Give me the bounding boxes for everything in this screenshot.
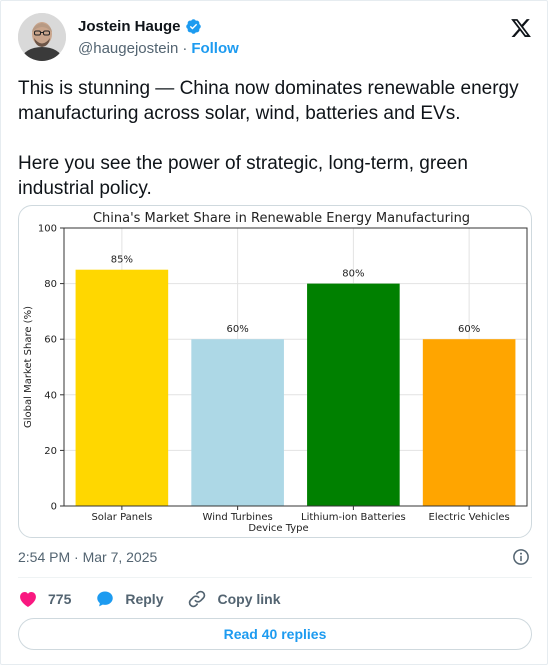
bar <box>422 339 516 506</box>
author-name[interactable]: Jostein Hauge <box>78 18 181 35</box>
bar <box>191 339 284 506</box>
reply-label: Reply <box>125 591 164 607</box>
x-tick-label: Electric Vehicles <box>429 512 510 523</box>
reply-button[interactable]: Reply <box>95 589 163 609</box>
copy-link-button[interactable]: Copy link <box>187 589 281 609</box>
plot-frame <box>63 227 528 507</box>
x-tick-label: Solar Panels <box>91 512 152 523</box>
bar-chart: China's Market Share in Renewable Energy… <box>23 211 528 534</box>
chart-image[interactable]: China's Market Share in Renewable Energy… <box>18 205 532 538</box>
link-icon <box>189 590 206 608</box>
divider <box>18 577 532 578</box>
data-label: 60% <box>458 324 480 335</box>
heart-icon <box>20 592 36 607</box>
chart-title: China's Market Share in Renewable Energy… <box>93 211 470 226</box>
action-bar: 775 Reply Copy link <box>18 587 305 611</box>
y-tick-label: 20 <box>44 446 57 457</box>
reply-bubble-icon <box>97 591 114 607</box>
separator-dot: · <box>182 40 188 57</box>
handle-row: @haugejostein · Follow <box>78 40 239 57</box>
y-tick-label: 100 <box>38 224 57 235</box>
data-label: 60% <box>227 324 249 335</box>
tweet-timestamp[interactable]: 2:54 PM · Mar 7, 2025 <box>18 549 158 565</box>
y-axis-label: Global Market Share (%) <box>23 306 34 428</box>
y-tick-label: 80 <box>44 279 57 290</box>
avatar[interactable] <box>18 13 66 61</box>
name-row: Jostein Hauge <box>78 18 202 35</box>
x-logo-icon[interactable] <box>510 17 532 39</box>
x-axis-label: Device Type <box>248 523 308 534</box>
like-button[interactable]: 775 <box>18 589 71 609</box>
y-tick-label: 60 <box>44 335 57 346</box>
copy-link-label: Copy link <box>217 591 281 607</box>
data-label: 80% <box>342 269 364 280</box>
info-icon[interactable] <box>512 548 530 566</box>
tweet-text: This is stunning — China now dominates r… <box>18 76 534 201</box>
like-count: 775 <box>48 591 72 607</box>
bar <box>307 283 400 506</box>
follow-button[interactable]: Follow <box>191 40 239 57</box>
tweet-paragraph-1: This is stunning — China now dominates r… <box>18 78 519 124</box>
x-tick-label: Wind Turbines <box>203 512 273 523</box>
y-tick-label: 0 <box>51 502 57 513</box>
tweet-paragraph-2: Here you see the power of strategic, lon… <box>18 153 468 199</box>
x-tick-label: Lithium-ion Batteries <box>301 512 406 523</box>
verified-badge-icon <box>185 19 201 34</box>
tweet-header: Jostein Hauge @haugejostein · Follow <box>18 13 534 61</box>
bar <box>75 269 169 506</box>
read-replies-button[interactable]: Read 40 replies <box>18 618 532 650</box>
data-label: 85% <box>111 255 133 266</box>
author-handle[interactable]: @haugejostein <box>78 40 179 57</box>
y-tick-label: 40 <box>44 390 57 401</box>
